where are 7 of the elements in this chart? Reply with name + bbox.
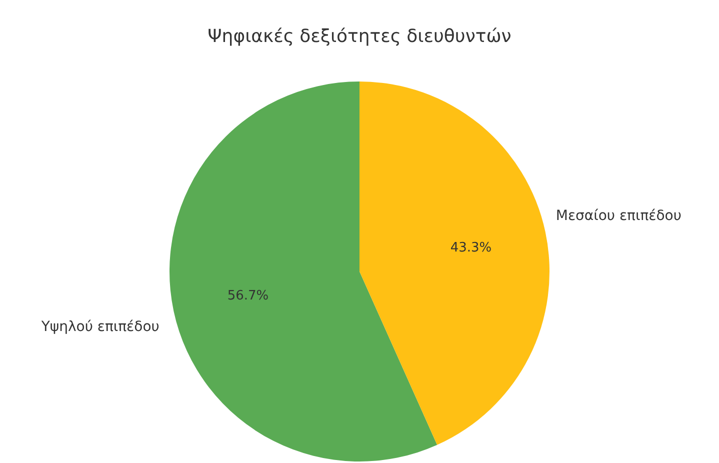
pie-slice — [170, 82, 438, 462]
slice-label: Υψηλού επιπέδου — [40, 318, 160, 335]
pie-slice — [360, 82, 550, 445]
data-label: 43.3% — [450, 240, 492, 256]
slice-label: Μεσαίου επιπέδου — [556, 208, 682, 224]
chart-title: Ψηφιακές δεξιότητες διευθυντών — [208, 26, 512, 47]
data-label: 56.7% — [227, 288, 269, 304]
